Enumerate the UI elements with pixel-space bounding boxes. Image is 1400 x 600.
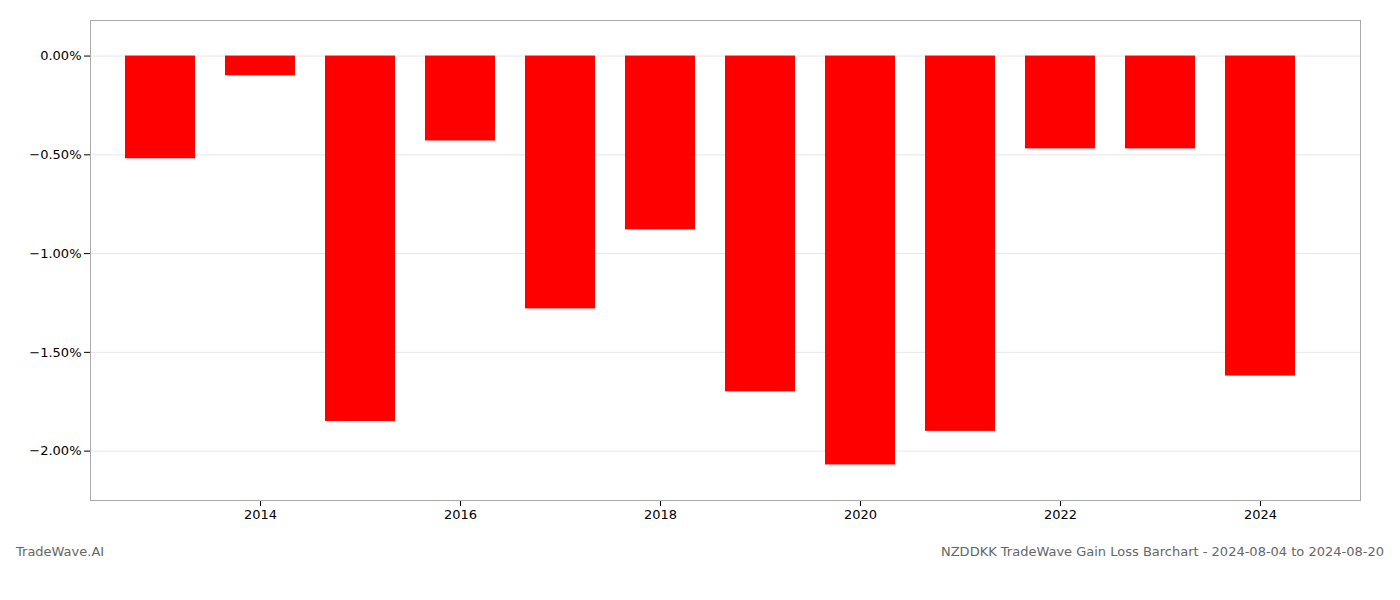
html-text:TradeWave.AI: TradeWave.AI: [16, 544, 105, 559]
svg-text:2018: 2018: [644, 507, 677, 522]
svg-text:−1.00%: −1.00%: [29, 246, 81, 261]
svg-text:2020: 2020: [844, 507, 877, 522]
html-text:NZDDKK TradeWave Gain Loss Bar: NZDDKK TradeWave Gain Loss Barchart - 20…: [941, 544, 1384, 559]
svg-text:−1.50%: −1.50%: [29, 345, 81, 360]
svg-text:2022: 2022: [1044, 507, 1077, 522]
svg-text:−0.50%: −0.50%: [29, 147, 81, 162]
svg-text:0.00%: 0.00%: [40, 48, 81, 63]
svg-text:−2.00%: −2.00%: [29, 443, 81, 458]
svg-text:2024: 2024: [1244, 507, 1277, 522]
svg-text:2016: 2016: [444, 507, 477, 522]
svg-text:2014: 2014: [244, 507, 277, 522]
